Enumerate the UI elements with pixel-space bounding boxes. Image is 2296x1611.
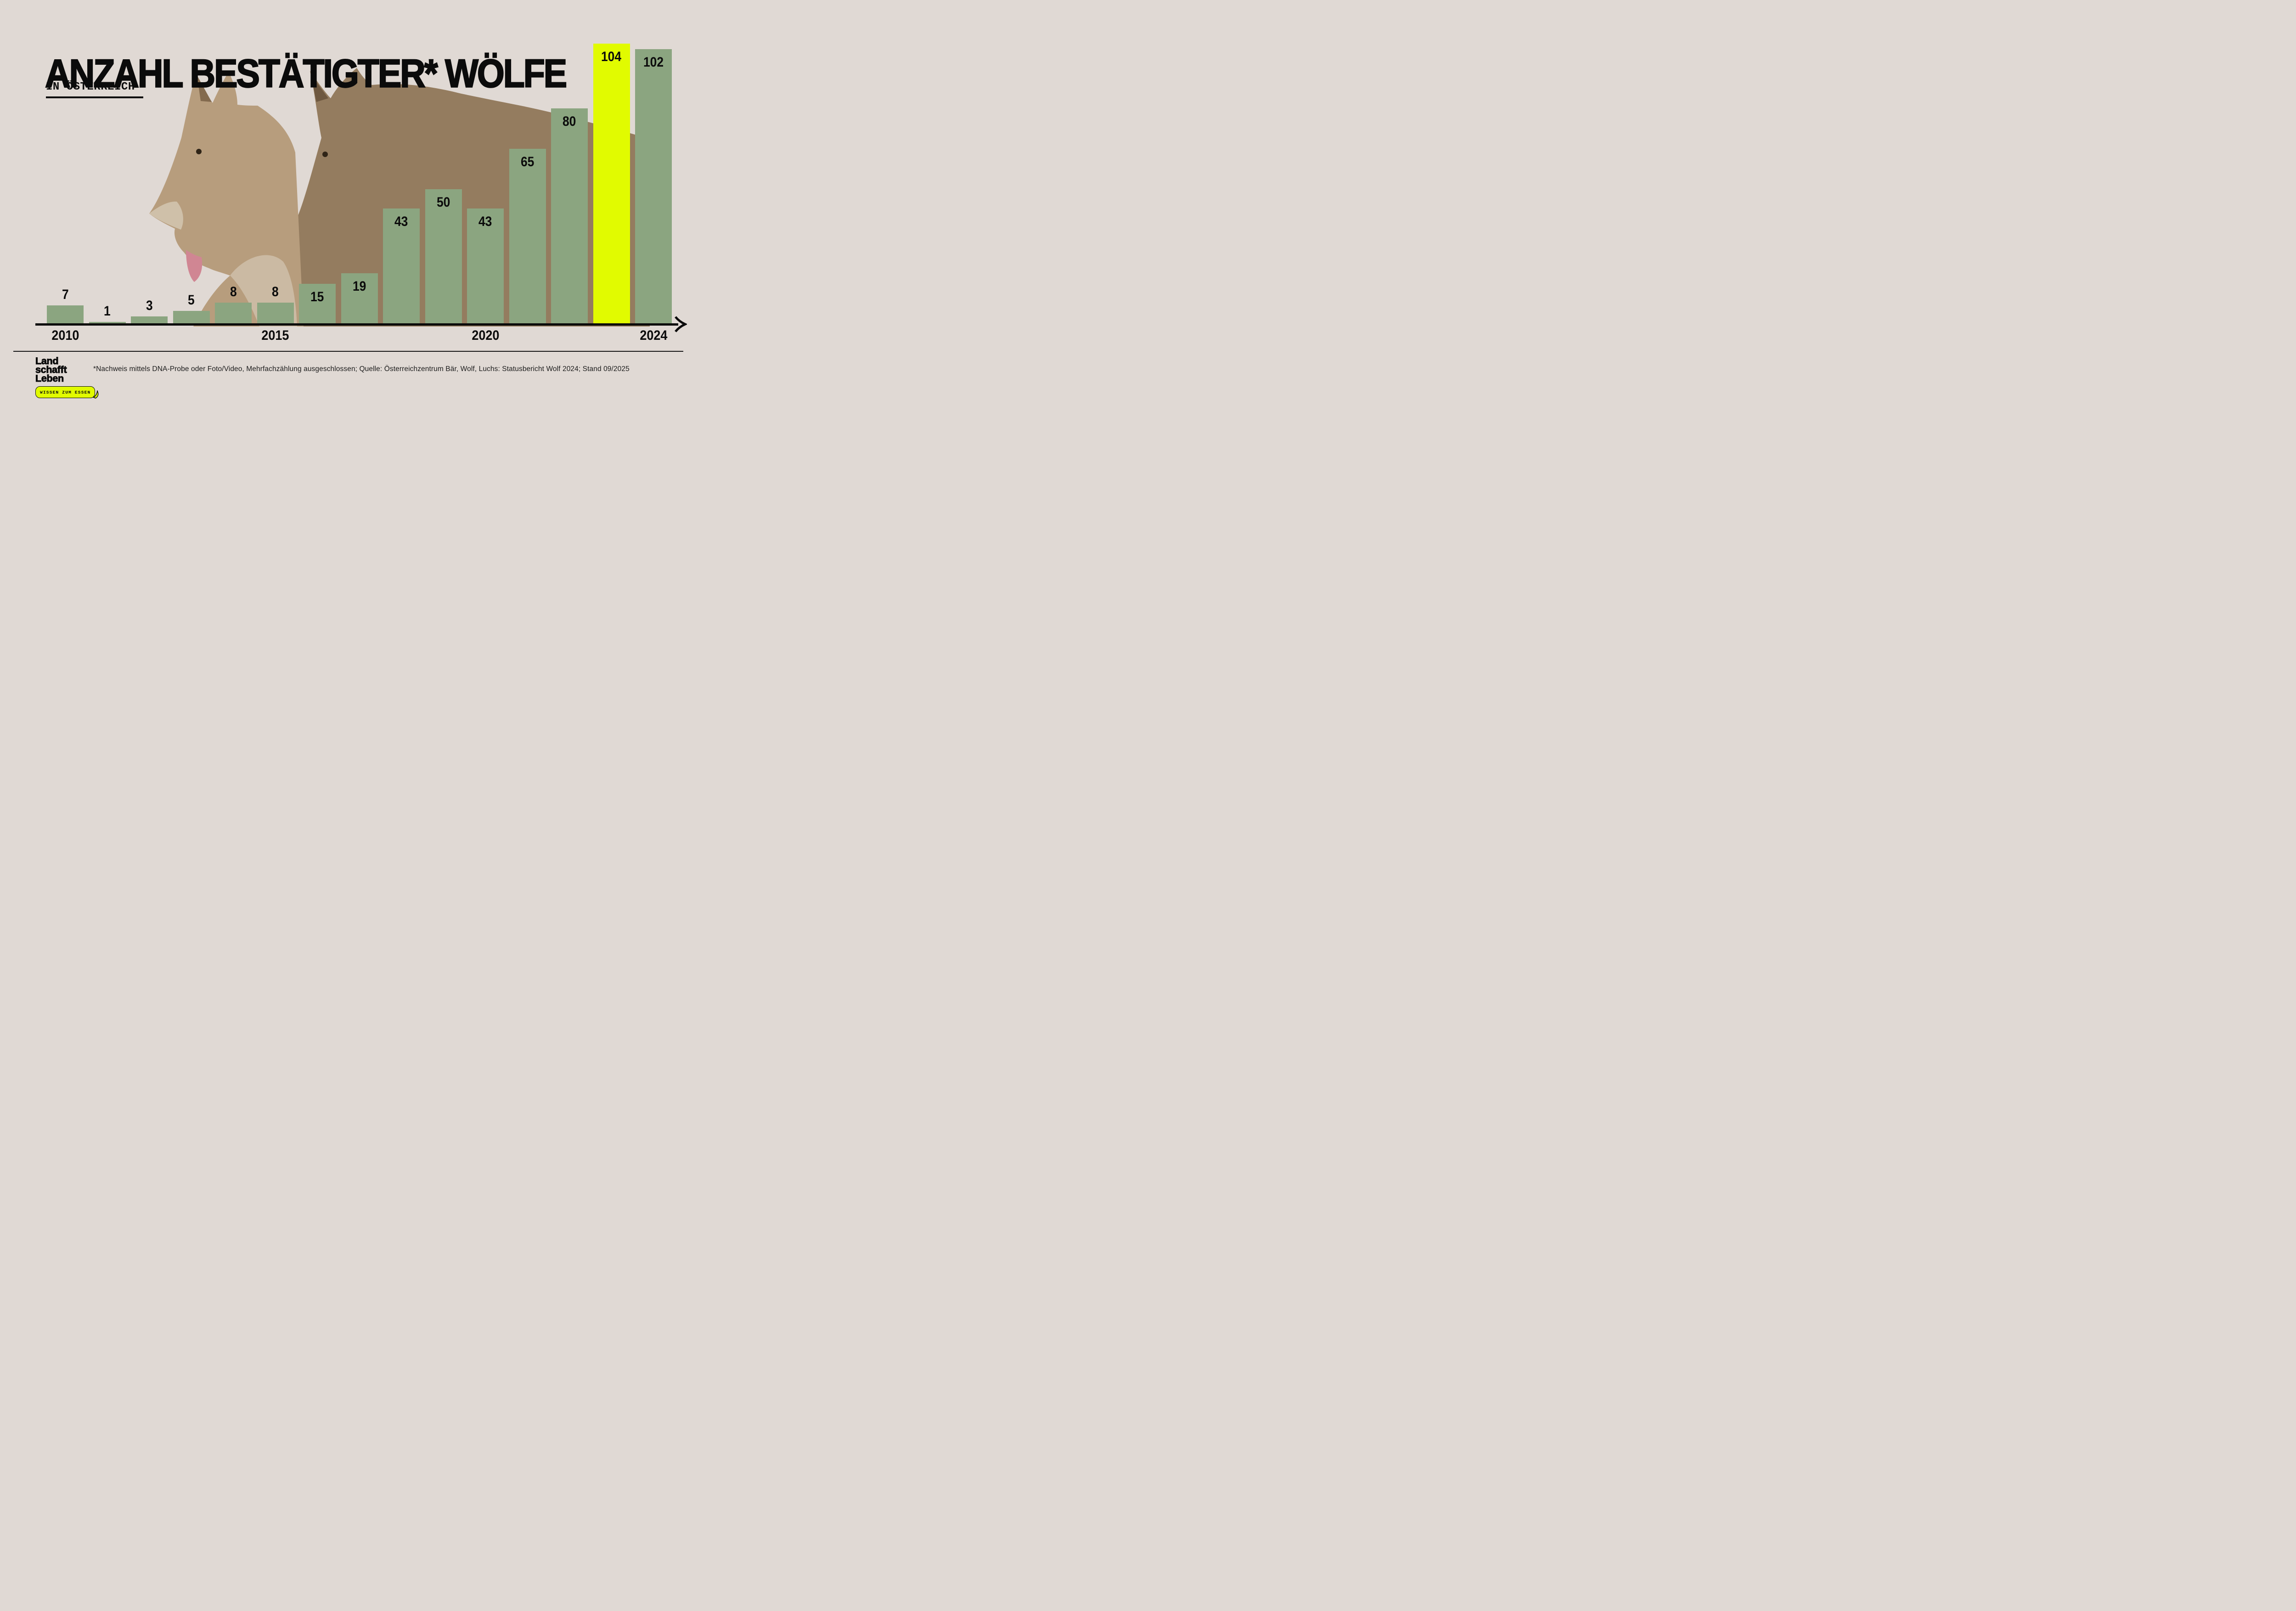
bar-2011 bbox=[89, 321, 126, 325]
footer-divider bbox=[13, 351, 683, 352]
bar-value-label-2022: 80 bbox=[563, 113, 576, 129]
wolf-right-ear-inner bbox=[311, 74, 328, 102]
bar-value-label-2017: 19 bbox=[352, 278, 366, 294]
bar-2020 bbox=[467, 208, 504, 325]
x-axis-label-2024: 2024 bbox=[639, 328, 668, 343]
page-subtitle: IN ÖSTERREICH bbox=[46, 81, 143, 98]
x-axis-label-2015: 2015 bbox=[261, 328, 289, 343]
bar-value-label-2021: 65 bbox=[520, 154, 535, 170]
bar-2012 bbox=[131, 316, 168, 325]
wolf-left-eye bbox=[196, 149, 202, 154]
bar-2021 bbox=[509, 149, 546, 325]
logo-line-3: Leben bbox=[35, 373, 64, 384]
bar-2016 bbox=[299, 284, 336, 325]
logo-tagline: WISSEN ZUM ESSEN bbox=[40, 390, 91, 395]
bar-2024 bbox=[635, 49, 672, 325]
bar-value-label-2016: 15 bbox=[310, 289, 324, 305]
bar-chart: 7 1 3 5 8 8 15 19 43 50 43 65 80 104 102 2010 2015 2020 2… bbox=[0, 0, 720, 404]
x-axis-label-2020: 2020 bbox=[471, 328, 500, 343]
bar-2023 bbox=[593, 43, 630, 325]
bar-value-label-2011: 1 bbox=[104, 303, 111, 319]
bar-2018 bbox=[383, 208, 420, 325]
wolf-left-ear-inner bbox=[197, 75, 212, 102]
bar-value-label-2019: 50 bbox=[436, 195, 450, 210]
logo-land-schafft-leben: Land schafft Leben WISSEN ZUM ESSEN bbox=[35, 355, 99, 399]
bar-value-label-2013: 5 bbox=[188, 293, 195, 308]
wolf-left-muzzle-patch bbox=[149, 201, 183, 230]
speech-bubble-tail-icon bbox=[93, 390, 99, 399]
x-axis-line bbox=[35, 323, 678, 326]
bar-2022 bbox=[551, 108, 588, 325]
bar-value-label-2018: 43 bbox=[394, 214, 408, 229]
bar-value-label-2024: 102 bbox=[643, 54, 664, 70]
bar-2010 bbox=[47, 305, 84, 325]
bar-2019 bbox=[425, 189, 462, 325]
wolf-infographic: ANZAHL BESTÄTIGTER* WÖLFE IN ÖSTERREICH … bbox=[0, 0, 720, 404]
bar-2017 bbox=[341, 273, 378, 325]
bar-value-label-2014: 8 bbox=[230, 284, 237, 300]
page-title: ANZAHL BESTÄTIGTER* WÖLFE bbox=[45, 51, 568, 96]
bar-2014 bbox=[215, 303, 252, 325]
x-axis-arrowhead bbox=[675, 316, 687, 332]
wolf-right-eye bbox=[322, 152, 328, 157]
logo-tagline-pill: WISSEN ZUM ESSEN bbox=[35, 386, 99, 399]
bar-2013 bbox=[173, 311, 210, 325]
logo-line-1: Land bbox=[35, 355, 59, 366]
bar-value-label-2020: 43 bbox=[478, 214, 492, 229]
logo-line-2: schafft bbox=[35, 364, 67, 375]
bar-value-label-2012: 3 bbox=[146, 298, 153, 313]
x-axis-label-2010: 2010 bbox=[51, 328, 79, 343]
footnote: *Nachweis mittels DNA-Probe oder Foto/Vi… bbox=[93, 365, 630, 373]
bar-value-label-2023: 104 bbox=[601, 49, 622, 64]
bar-value-label-2010: 7 bbox=[62, 287, 69, 303]
wolf-tongue bbox=[186, 250, 203, 282]
bar-2015 bbox=[257, 303, 294, 325]
bar-value-label-2015: 8 bbox=[272, 284, 279, 300]
